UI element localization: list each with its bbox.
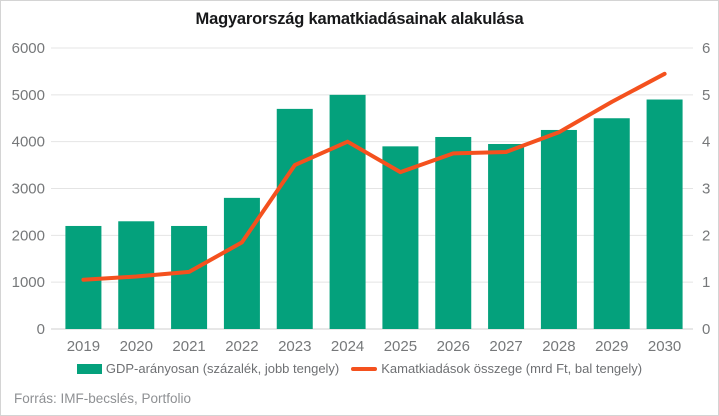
right-axis-tick-3: 3 [702, 181, 710, 198]
bar-2024 [329, 94, 366, 329]
right-axis-tick-5: 5 [702, 87, 710, 104]
x-axis-label-2023: 2023 [278, 338, 311, 355]
x-axis-label-2030: 2030 [648, 338, 681, 355]
left-axis-tick-0: 0 [37, 321, 45, 338]
legend: GDP-arányosan (százalék, jobb tengely) K… [1, 361, 718, 376]
x-axis-label-2022: 2022 [225, 338, 258, 355]
x-axis-label-2028: 2028 [542, 338, 575, 355]
x-axis-label-2026: 2026 [437, 338, 470, 355]
chart-title: Magyarország kamatkiadásainak alakulása [195, 10, 524, 28]
bar-2023 [276, 108, 313, 329]
bar-2025 [382, 146, 419, 329]
left-axis-tick-4000: 4000 [12, 134, 45, 151]
bar-2027 [488, 144, 525, 329]
line-series-label: Kamatkiadások összege (mrd Ft, bal tenge… [381, 361, 643, 376]
bar-2022 [223, 197, 260, 329]
x-axis-label-2029: 2029 [595, 338, 628, 355]
x-axis-label-2027: 2027 [489, 338, 522, 355]
left-axis-tick-3000: 3000 [12, 181, 45, 198]
right-axis-tick-4: 4 [702, 134, 710, 151]
left-axis-tick-1000: 1000 [12, 274, 45, 291]
legend-item-line-series: Kamatkiadások összege (mrd Ft, bal tenge… [351, 361, 642, 376]
x-axis-label-2021: 2021 [172, 338, 205, 355]
bar-2028 [540, 129, 577, 329]
bar-2030 [646, 99, 683, 330]
right-axis-tick-6: 6 [702, 40, 710, 57]
right-axis-tick-2: 2 [702, 227, 710, 244]
source-note: Forrás: IMF-becslés, Portfolio [14, 391, 192, 406]
x-axis-label-2019: 2019 [67, 338, 100, 355]
line-kamatkiadasok [81, 71, 667, 282]
legend-item-bar-series: GDP-arányosan (százalék, jobb tengely) [76, 361, 340, 376]
right-axis-tick-1: 1 [702, 274, 710, 291]
left-axis-tick-2000: 2000 [12, 227, 45, 244]
bar-2026 [435, 136, 472, 329]
x-axis-label-2024: 2024 [331, 338, 364, 355]
x-axis-label-2025: 2025 [384, 338, 417, 355]
left-axis-tick-5000: 5000 [12, 87, 45, 104]
bar-series-label: GDP-arányosan (százalék, jobb tengely) [105, 361, 340, 376]
bar-series-swatch-icon [76, 363, 102, 374]
x-axis-label-2020: 2020 [120, 338, 153, 355]
left-axis-tick-6000: 6000 [12, 40, 45, 57]
right-axis-tick-0: 0 [702, 321, 710, 338]
bar-2029 [593, 118, 630, 329]
bar-2021 [171, 225, 208, 329]
line-series-swatch-icon [351, 366, 378, 371]
